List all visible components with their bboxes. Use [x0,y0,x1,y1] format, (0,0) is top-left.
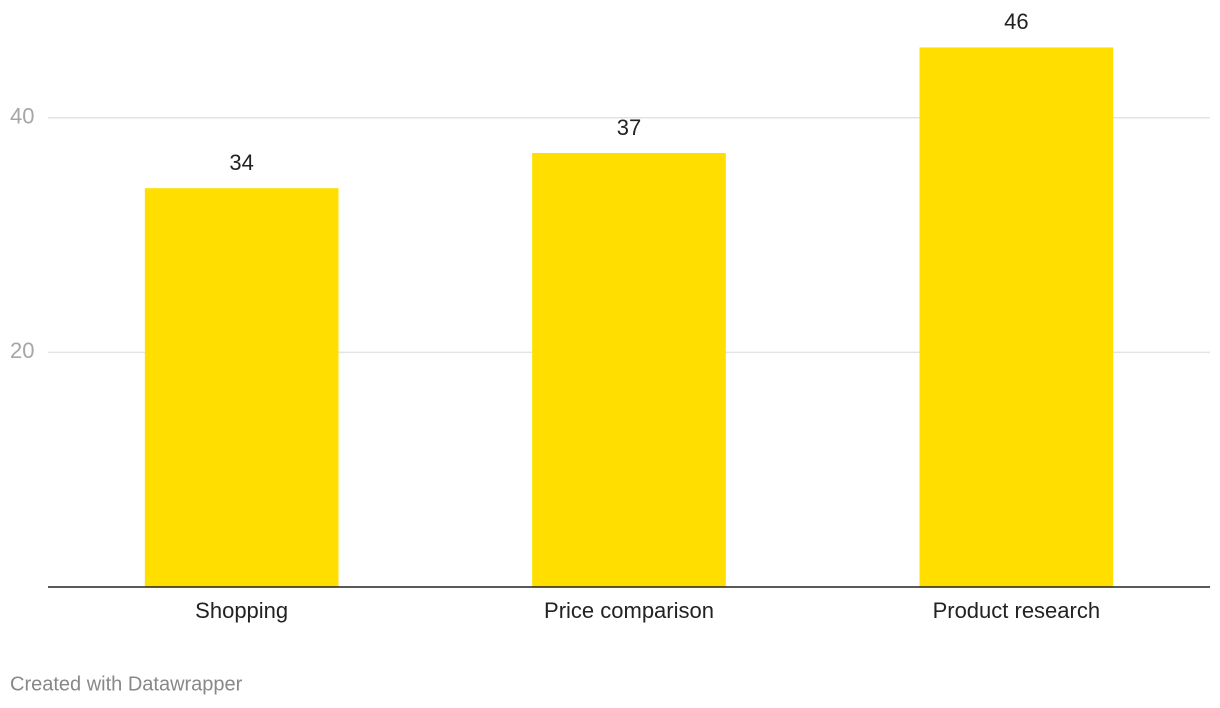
bar [919,47,1114,588]
x-tick-label: Product research [933,598,1101,623]
bar [144,188,339,587]
bar [532,152,726,588]
y-tick-label: 40 [10,104,34,129]
y-tick-label: 20 [10,338,34,363]
x-tick-label: Price comparison [544,598,714,623]
value-label: 34 [229,150,253,175]
x-tick-label: Shopping [195,598,288,623]
value-label: 37 [617,115,641,140]
value-label: 46 [1004,9,1028,34]
footer: Created with Datawrapper [10,673,243,695]
